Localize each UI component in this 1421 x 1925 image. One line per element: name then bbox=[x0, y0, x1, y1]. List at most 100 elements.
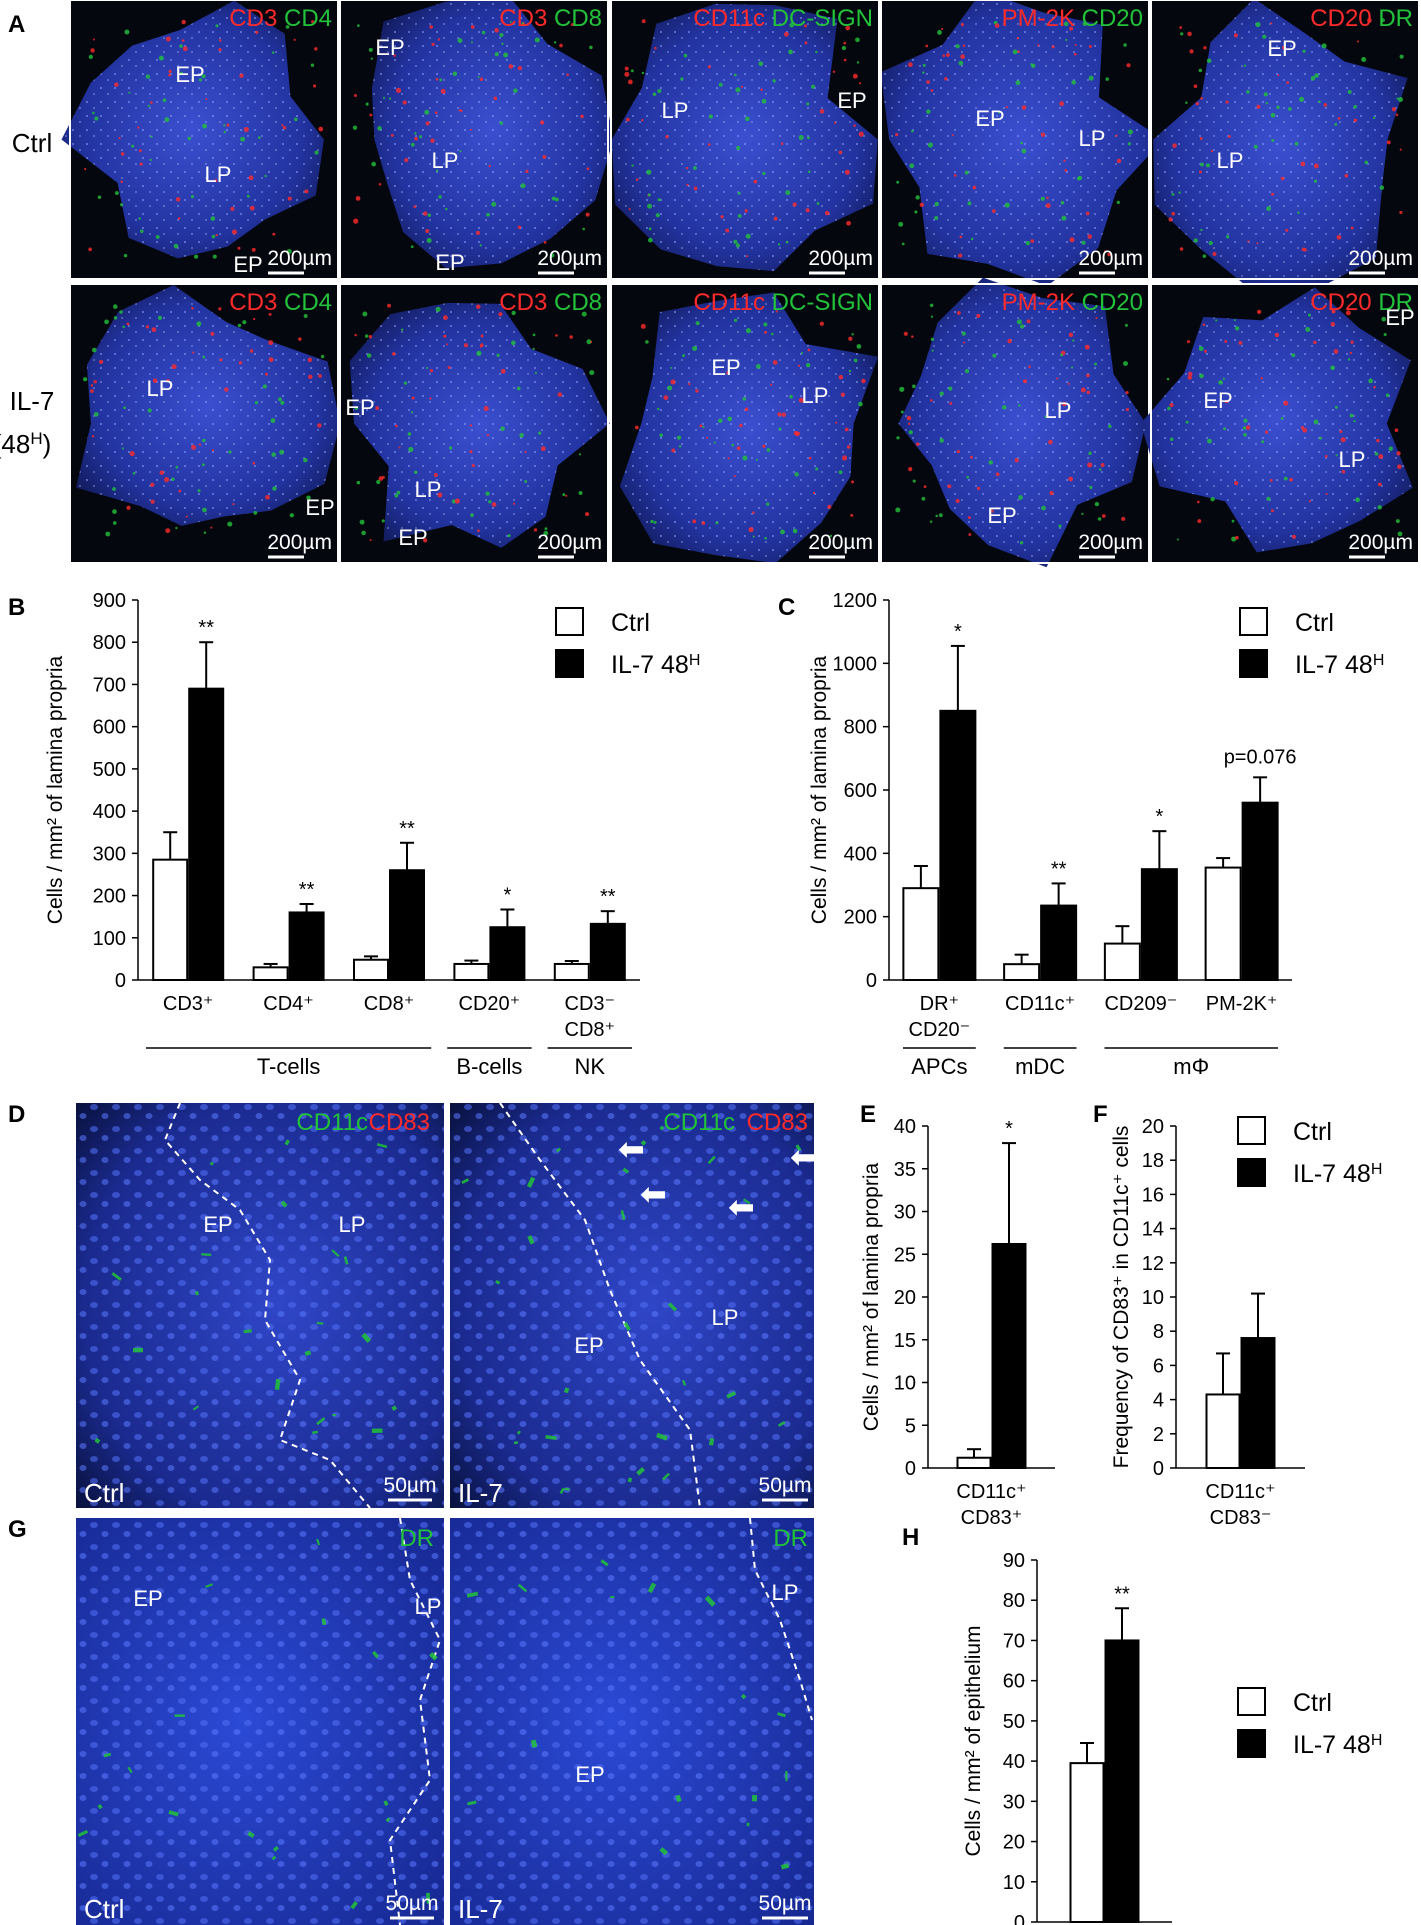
red-stain-dot bbox=[670, 379, 676, 385]
green-stain-dot bbox=[806, 102, 810, 106]
red-stain-dot bbox=[827, 504, 832, 509]
green-stain-cell bbox=[564, 1487, 570, 1491]
red-stain-dot bbox=[1399, 210, 1403, 215]
stain-title: CD11c DC-SIGN bbox=[693, 5, 873, 32]
green-stain-dot bbox=[202, 438, 206, 443]
green-stain-cell bbox=[659, 1125, 665, 1131]
red-stain-dot bbox=[685, 166, 689, 170]
green-stain-dot bbox=[631, 164, 634, 167]
red-stain-dot bbox=[976, 313, 981, 318]
red-stain-dot bbox=[177, 217, 181, 220]
scale-bar-label: 50µm bbox=[384, 1474, 437, 1497]
bar-ctrl bbox=[553, 962, 590, 982]
row-label-il7: IL-7 bbox=[10, 386, 55, 416]
red-stain-dot bbox=[249, 205, 255, 211]
green-stain-dot bbox=[507, 534, 511, 538]
green-stain-dot bbox=[1180, 32, 1184, 36]
y-tick-label: 800 bbox=[844, 717, 877, 739]
stain-title: CD3 CD8 bbox=[499, 289, 602, 316]
red-stain-dot bbox=[425, 228, 430, 234]
red-stain-dot bbox=[1186, 340, 1191, 344]
red-stain-dot bbox=[431, 42, 435, 47]
red-stain-dot bbox=[214, 179, 218, 183]
red-stain-dot bbox=[317, 423, 322, 428]
group-label: T-cells bbox=[257, 1054, 321, 1079]
green-stain-dot bbox=[381, 519, 385, 523]
green-stain-dot bbox=[1200, 228, 1203, 232]
green-stain-dot bbox=[306, 495, 311, 500]
green-stain-dot bbox=[1377, 505, 1382, 510]
green-stain-dot bbox=[851, 333, 854, 336]
green-stain-dot bbox=[1097, 517, 1102, 521]
green-stain-dot bbox=[1372, 116, 1376, 120]
green-stain-dot bbox=[1098, 468, 1102, 471]
green-stain-dot bbox=[1231, 536, 1237, 542]
green-stain-cell bbox=[640, 1139, 647, 1146]
red-stain-dot bbox=[773, 216, 778, 221]
green-stain-dot bbox=[1071, 80, 1077, 85]
green-stain-dot bbox=[1243, 432, 1247, 437]
red-stain-dot bbox=[1260, 376, 1263, 380]
green-stain-dot bbox=[1019, 324, 1025, 329]
green-stain-dot bbox=[201, 463, 205, 467]
red-stain-dot bbox=[1210, 149, 1214, 153]
green-stain-dot bbox=[438, 195, 442, 199]
y-tick-label: 30 bbox=[1003, 1791, 1025, 1813]
red-stain-dot bbox=[252, 461, 256, 465]
red-stain-dot bbox=[447, 366, 451, 369]
green-stain-dot bbox=[1302, 49, 1306, 53]
green-stain-dot bbox=[856, 61, 860, 64]
green-stain-dot bbox=[1242, 426, 1247, 430]
green-stain-dot bbox=[197, 489, 201, 493]
region-label-ep: EP bbox=[1203, 388, 1232, 413]
green-stain-dot bbox=[1178, 191, 1181, 194]
red-stain-dot bbox=[1086, 390, 1091, 395]
red-stain-dot bbox=[165, 36, 171, 42]
green-stain-dot bbox=[407, 432, 412, 436]
red-stain-dot bbox=[1396, 451, 1401, 456]
green-stain-dot bbox=[655, 213, 660, 218]
green-stain-dot bbox=[562, 493, 566, 497]
x-tick-label: CD8⁺ bbox=[364, 993, 415, 1015]
green-stain-cell bbox=[77, 1829, 89, 1838]
green-stain-dot bbox=[550, 253, 555, 258]
green-stain-dot bbox=[419, 135, 423, 139]
green-stain-dot bbox=[112, 509, 117, 514]
red-stain-dot bbox=[793, 430, 799, 436]
green-stain-dot bbox=[1208, 240, 1213, 246]
red-stain-dot bbox=[926, 80, 931, 84]
green-stain-cell bbox=[271, 1855, 277, 1861]
red-stain-dot bbox=[543, 241, 547, 244]
green-stain-dot bbox=[578, 453, 582, 456]
region-label-ep: EP bbox=[175, 62, 204, 87]
green-stain-dot bbox=[582, 227, 585, 231]
tissue-texture bbox=[371, 0, 614, 269]
red-stain-dot bbox=[1197, 500, 1200, 504]
red-stain-dot bbox=[164, 477, 170, 483]
red-stain-dot bbox=[1007, 338, 1012, 344]
scale-bar-label: 50µm bbox=[759, 1474, 812, 1497]
red-stain-dot bbox=[118, 136, 121, 140]
green-stain-dot bbox=[1276, 105, 1280, 109]
stain-title: PM-2K CD20 bbox=[1002, 289, 1143, 316]
green-stain-cell bbox=[304, 1350, 312, 1356]
green-stain-dot bbox=[543, 530, 549, 536]
region-label-ep: EP bbox=[1267, 36, 1296, 61]
green-stain-dot bbox=[122, 325, 126, 329]
red-stain-dot bbox=[807, 348, 811, 352]
red-stain-dot bbox=[1187, 375, 1192, 380]
red-stain-dot bbox=[1349, 351, 1352, 355]
red-stain-dot bbox=[1339, 430, 1343, 434]
green-stain-dot bbox=[807, 136, 810, 140]
x-tick-label: PM-2K⁺ bbox=[1206, 993, 1278, 1015]
red-stain-dot bbox=[808, 456, 812, 460]
bar-il7 bbox=[1241, 801, 1279, 982]
green-stain-dot bbox=[1202, 254, 1207, 258]
green-stain-dot bbox=[1199, 373, 1204, 379]
green-stain-dot bbox=[516, 386, 521, 391]
red-stain-dot bbox=[963, 341, 966, 344]
green-stain-dot bbox=[479, 244, 482, 247]
green-stain-dot bbox=[1076, 176, 1081, 181]
green-stain-dot bbox=[648, 227, 652, 231]
